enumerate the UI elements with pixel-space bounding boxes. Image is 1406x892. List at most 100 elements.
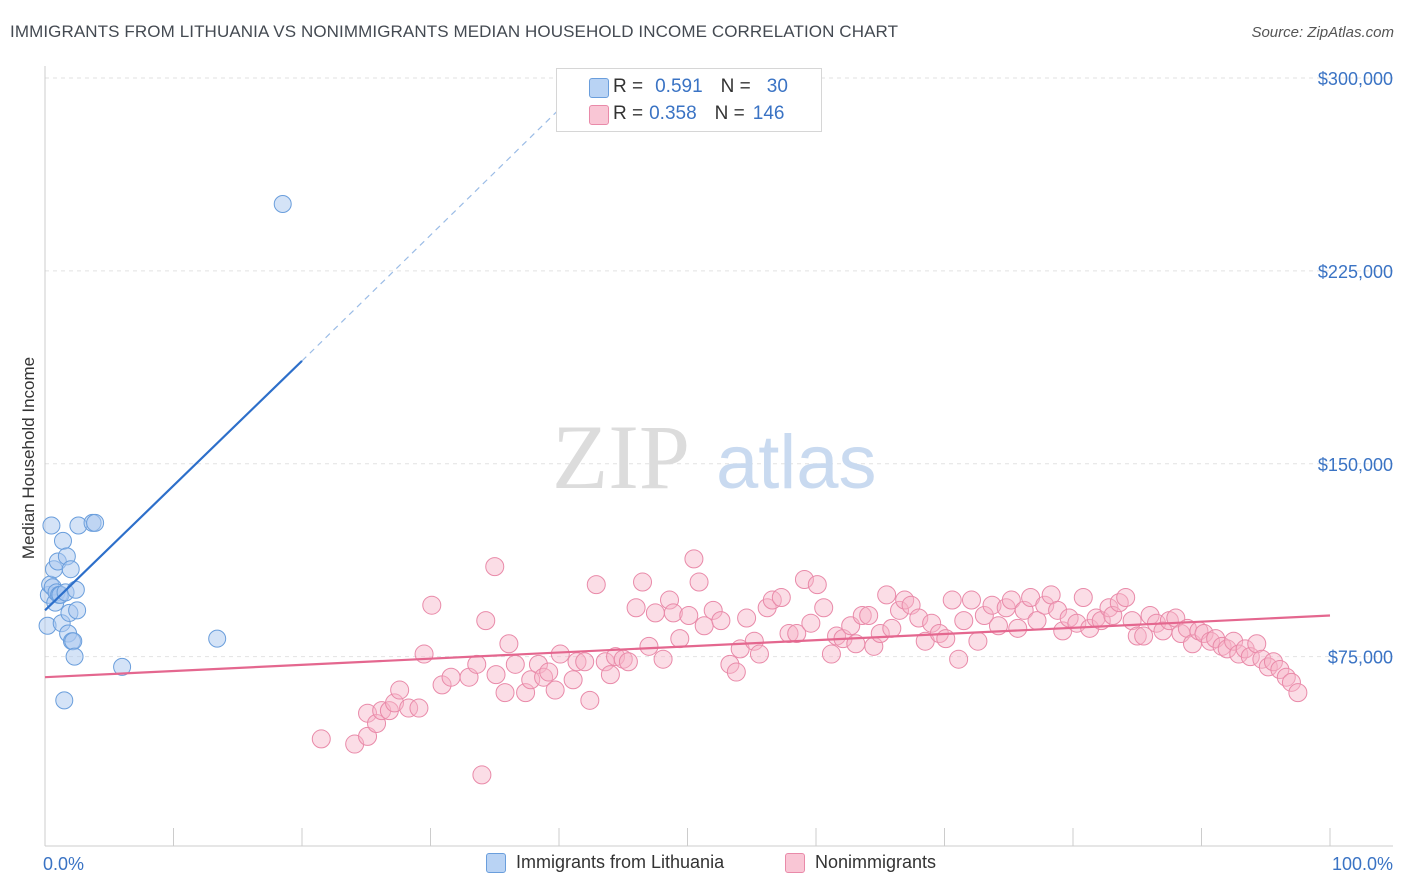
nonimmigrants-point	[1258, 657, 1278, 677]
chart-title: IMMIGRANTS FROM LITHUANIA VS NONIMMIGRAN…	[10, 22, 899, 41]
nonimmigrants-point	[633, 572, 653, 592]
nonimmigrants-point	[1073, 587, 1093, 607]
nonimmigrants-point	[679, 605, 699, 625]
nonimmigrants-point	[534, 667, 554, 687]
nonimmigrants-point	[801, 613, 821, 633]
nonimmigrants-point	[606, 647, 626, 667]
nonimmigrants-point	[550, 644, 570, 664]
nonimmigrants-point	[575, 652, 595, 672]
nonimmigrants-point	[814, 598, 834, 618]
r-value: 0.358	[649, 103, 697, 124]
nonimmigrants-point	[1200, 631, 1220, 651]
nonimmigrants-point	[949, 649, 969, 669]
axes	[44, 66, 1393, 847]
n-label: N =	[714, 103, 745, 124]
y-tick-label: $300,000	[1318, 69, 1393, 89]
nonimmigrants-point	[1229, 644, 1249, 664]
nonimmigrants-point	[974, 605, 994, 625]
nonimmigrants-point	[653, 649, 673, 669]
lithuania-point	[55, 691, 74, 710]
grid-lines	[45, 77, 1393, 658]
n-value: 146	[752, 103, 785, 124]
nonimmigrants-point	[895, 590, 915, 610]
lithuania-point	[68, 601, 87, 620]
lithuania-trend-extension	[301, 77, 592, 362]
r-value: 0.591	[655, 76, 703, 97]
nonimmigrants-point	[1281, 672, 1301, 692]
nonimmigrants-point	[467, 654, 487, 674]
nonimmigrants-point	[1276, 667, 1296, 687]
nonimmigrants-point	[539, 662, 559, 682]
nonimmigrants-point	[737, 608, 757, 628]
nonimmigrants-point	[476, 611, 496, 631]
legend: Immigrants from Lithuania Nonimmigrants	[0, 852, 1406, 878]
nonimmigrants-trend-line	[44, 614, 1331, 679]
nonimmigrants-point	[495, 683, 515, 703]
nonimmigrants-point	[567, 652, 587, 672]
lithuania-point	[42, 516, 61, 535]
lithuania-point	[64, 632, 83, 651]
stats-row-lithuania: R = 0.591 N = 30	[589, 76, 788, 98]
y-tick-labels: $75,000 $150,000 $225,000 $300,000	[1318, 69, 1393, 668]
nonimmigrants-point	[311, 729, 331, 749]
x-tick-label-min: 0.0%	[43, 854, 84, 874]
nonimmigrants-point	[771, 587, 791, 607]
watermark: ZIP atlas	[552, 406, 877, 508]
nonimmigrants-point	[563, 670, 583, 690]
lithuania-point	[65, 647, 84, 666]
nonimmigrants-point	[1109, 593, 1129, 613]
legend-item-lithuania[interactable]: Immigrants from Lithuania	[486, 852, 724, 873]
nonimmigrants-point	[852, 605, 872, 625]
lithuania-trend-line	[44, 360, 303, 612]
nonimmigrants-point	[528, 654, 548, 674]
nonimmigrants-point	[505, 654, 525, 674]
nonimmigrants-point	[639, 636, 659, 656]
nonimmigrants-point	[660, 590, 680, 610]
nonimmigrants-point	[936, 629, 956, 649]
r-label: R =	[613, 103, 644, 124]
nonimmigrants-point	[1270, 659, 1290, 679]
legend-item-nonimmigrants[interactable]: Nonimmigrants	[785, 852, 936, 873]
r-label: R =	[613, 76, 644, 97]
nonimmigrants-point	[486, 665, 506, 685]
nonimmigrants-point	[982, 595, 1002, 615]
y-tick-label: $225,000	[1318, 262, 1393, 282]
lithuania-legend-swatch	[486, 852, 506, 873]
nonimmigrants-point	[821, 644, 841, 664]
lithuania-point	[61, 560, 80, 579]
nonimmigrants-point	[600, 665, 620, 685]
nonimmigrants-point	[794, 569, 814, 589]
nonimmigrants-point	[744, 631, 764, 651]
y-tick-label: $75,000	[1328, 648, 1393, 668]
nonimmigrants-point	[1247, 634, 1267, 654]
nonimmigrants-point	[877, 585, 897, 605]
nonimmigrants-point	[1288, 683, 1308, 703]
nonimmigrants-point	[545, 680, 565, 700]
lithuania-swatch	[589, 78, 609, 98]
nonimmigrants-point	[1263, 652, 1283, 672]
nonimmigrants-point	[961, 590, 981, 610]
nonimmigrants-swatch	[589, 105, 609, 125]
x-tick-label-max: 100.0%	[1332, 854, 1393, 874]
correlation-stats-box: R = 0.591 N = 30 R = 0.358 N = 146	[556, 68, 822, 132]
nonimmigrants-point	[882, 618, 902, 638]
nonimmigrants-point	[586, 575, 606, 595]
legend-label-lithuania: Immigrants from Lithuania	[516, 852, 725, 872]
trend-lines	[44, 77, 1331, 679]
nonimmigrants-point	[580, 690, 600, 710]
nonimmigrants-point	[689, 572, 709, 592]
nonimmigrants-point	[670, 629, 690, 649]
nonimmigrants-point	[645, 603, 665, 623]
nonimmigrants-point	[499, 634, 519, 654]
y-tick-label: $150,000	[1318, 455, 1393, 475]
nonimmigrants-point	[485, 557, 505, 577]
nonimmigrants-point	[890, 600, 910, 620]
nonimmigrants-point	[1048, 600, 1068, 620]
nonimmigrants-point	[663, 603, 683, 623]
nonimmigrants-points	[311, 549, 1308, 785]
nonimmigrants-point	[1212, 636, 1232, 656]
nonimmigrants-point	[807, 575, 827, 595]
lithuania-points	[38, 195, 292, 710]
nonimmigrants-point	[1127, 626, 1147, 646]
nonimmigrants-point	[703, 600, 723, 620]
